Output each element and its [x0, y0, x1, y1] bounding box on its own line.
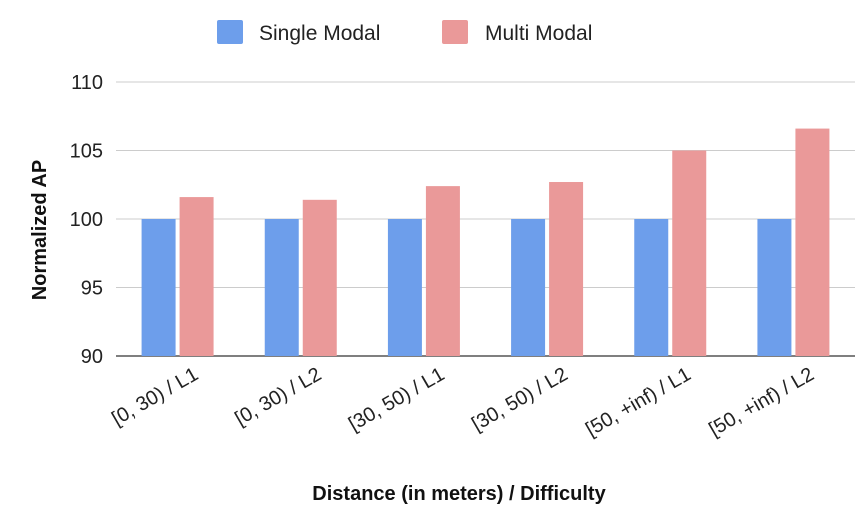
bar-multi-modal-1 — [302, 199, 337, 356]
legend-label-single-modal: Single Modal — [259, 22, 380, 45]
bars — [141, 128, 830, 356]
y-tick-label-110: 110 — [71, 72, 103, 94]
bar-single-modal-1 — [264, 219, 299, 356]
bar-multi-modal-5 — [795, 128, 830, 356]
gridlines — [116, 81, 855, 357]
x-tick-label-4: [50, +inf) / L1 — [582, 363, 695, 441]
bar-single-modal-2 — [387, 219, 422, 356]
y-axis-ticks: 90 95 100 105 110 — [70, 72, 103, 368]
y-axis-title: Normalized AP — [29, 160, 51, 300]
x-tick-label-2: [30, 50) / L1 — [345, 363, 448, 435]
x-tick-label-1: [0, 30) / L2 — [231, 363, 325, 430]
bar-multi-modal-3 — [549, 182, 584, 356]
x-axis-title: Distance (in meters) / Difficulty — [312, 483, 606, 505]
legend: Single Modal Multi Modal — [217, 20, 592, 45]
bar-multi-modal-0 — [179, 197, 214, 356]
bar-single-modal-3 — [511, 219, 546, 356]
bar-multi-modal-4 — [672, 150, 707, 356]
x-tick-label-3: [30, 50) / L2 — [468, 363, 571, 435]
x-axis-ticks: [0, 30) / L1 [0, 30) / L2 [30, 50) / L1 [30… — [108, 363, 818, 441]
y-tick-label-105: 105 — [70, 141, 103, 163]
bar-multi-modal-2 — [425, 186, 460, 356]
legend-swatch-single-modal — [217, 20, 243, 44]
bar-single-modal-5 — [757, 219, 792, 356]
legend-swatch-multi-modal — [442, 20, 468, 44]
y-tick-label-90: 90 — [81, 346, 103, 368]
x-tick-label-0: [0, 30) / L1 — [108, 363, 202, 430]
y-tick-label-95: 95 — [81, 278, 103, 300]
bar-single-modal-0 — [141, 219, 176, 356]
x-tick-label-5: [50, +inf) / L2 — [705, 363, 818, 441]
y-tick-label-100: 100 — [70, 209, 103, 231]
bar-single-modal-4 — [634, 219, 669, 356]
legend-label-multi-modal: Multi Modal — [485, 22, 592, 45]
